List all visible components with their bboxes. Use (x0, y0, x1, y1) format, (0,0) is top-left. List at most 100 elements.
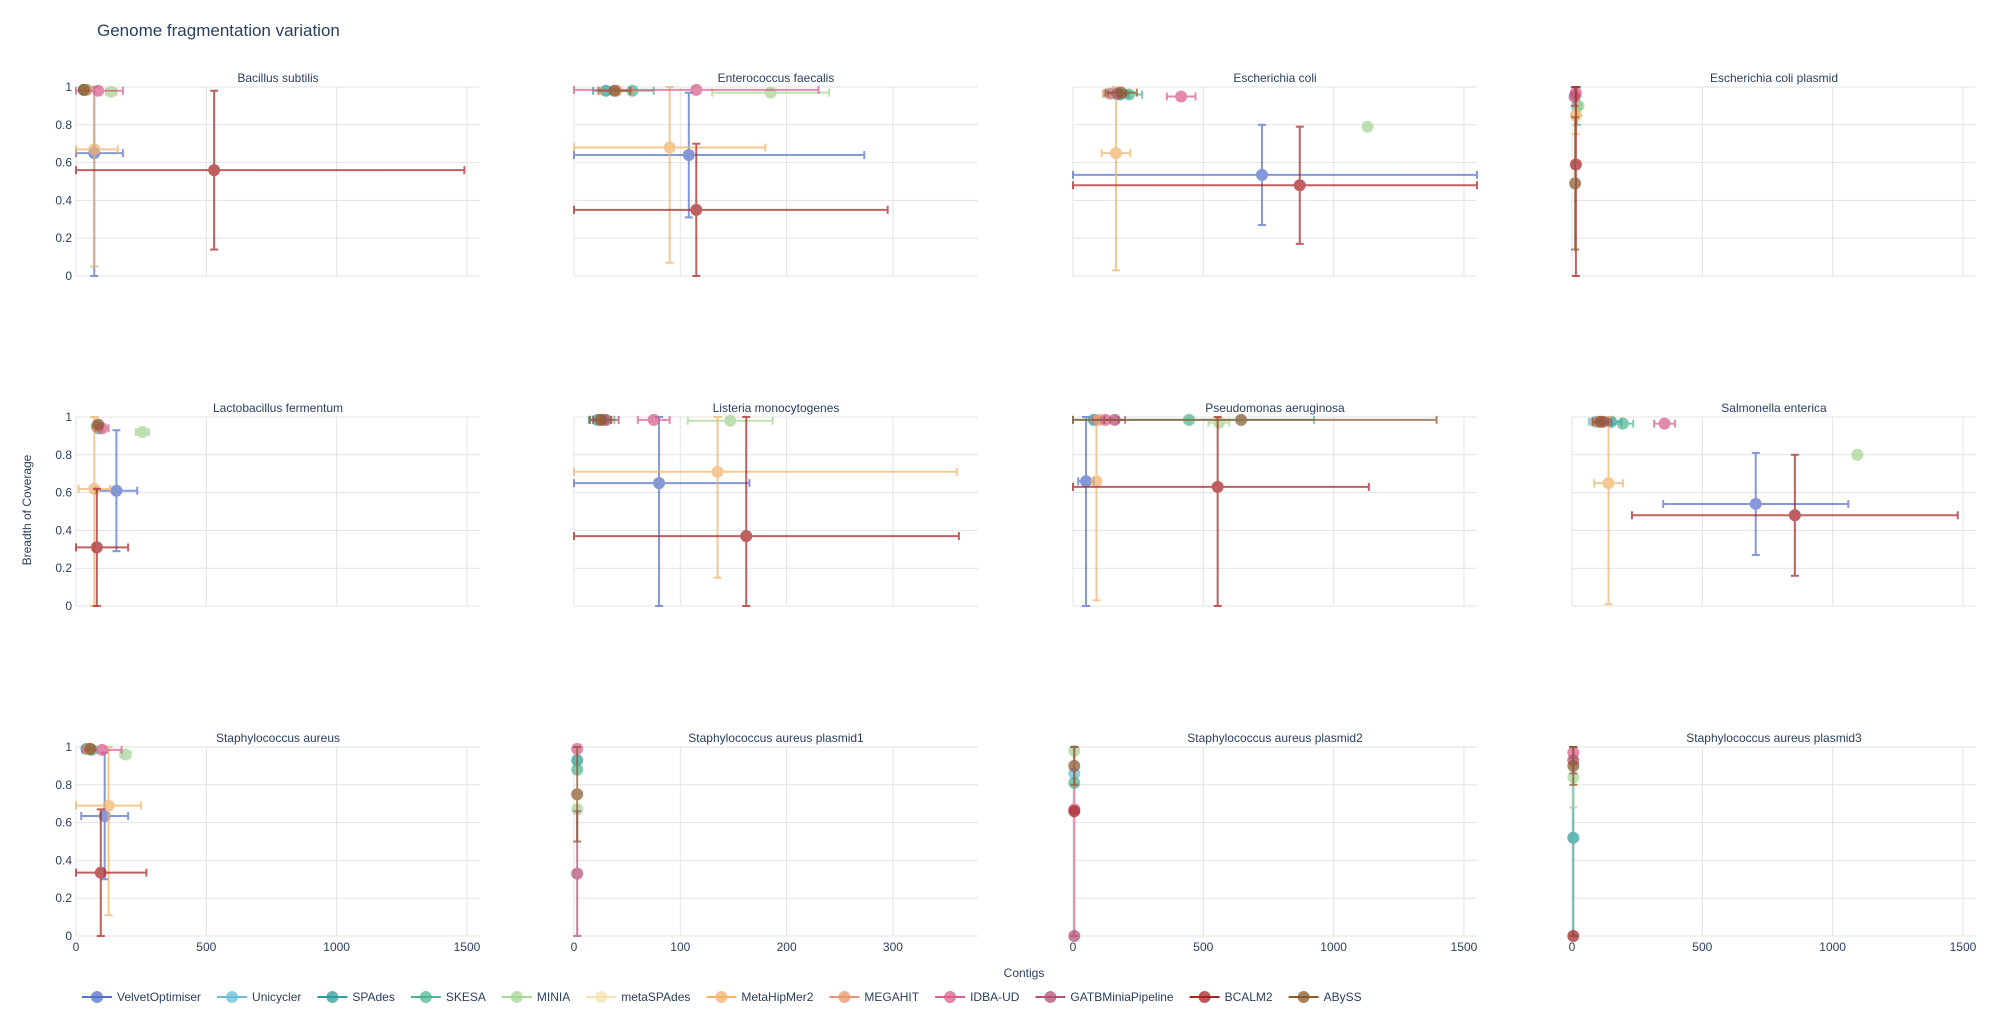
data-point-abyss (588, 413, 613, 426)
data-point-metahipmer2 (1100, 86, 1132, 272)
point-marker (1749, 497, 1762, 510)
legend-item-gatbminiapipeline: GATBMiniaPipeline (1035, 990, 1174, 1004)
panel-title: Staphylococcus aureus plasmid3 (1686, 731, 1862, 745)
y-tick-label: 0 (65, 599, 72, 613)
x-tick-label: 1500 (454, 940, 481, 954)
panel-staphylococcus-aureus-plasmid1: 0 100 200 300 Staphylococcus aureus plasmid1 (571, 731, 978, 954)
point-marker (90, 541, 103, 554)
legend-label: BCALM2 (1225, 990, 1273, 1004)
point-marker (1211, 480, 1224, 493)
data-point-bcalm2 (573, 142, 889, 277)
point-marker (1293, 179, 1306, 192)
panel-escherichia-coli: Escherichia coli (1072, 71, 1478, 277)
data-point-velvetoptimiser (75, 86, 124, 277)
data-point-minia (1207, 416, 1231, 429)
legend-label: MINIA (537, 990, 570, 1004)
panel-points (1072, 86, 1478, 272)
legend-item-minia: MINIA (501, 990, 570, 1004)
data-point-abyss (1569, 116, 1582, 251)
point-marker (77, 83, 90, 96)
panel-lactobacillus-fermentum: 0 0.2 0.4 0.6 0.8 1 Lactobacillus fermentum (55, 401, 480, 613)
point-marker (653, 477, 666, 490)
legend-marker (595, 991, 608, 1003)
data-point-minia (711, 86, 831, 99)
legend-item-velvetoptimiser: VelvetOptimiser (82, 990, 201, 1004)
data-point-metahipmer2 (1090, 416, 1103, 602)
legend-label: SKESA (446, 990, 486, 1004)
data-point-idba-ud (1165, 90, 1197, 103)
x-tick-label: 0 (1569, 940, 1576, 954)
point-marker (690, 203, 703, 216)
x-tick-label: 0 (73, 940, 80, 954)
point-marker (647, 413, 660, 426)
legend-item-bcalm2: BCALM2 (1189, 990, 1273, 1004)
y-tick-label: 1 (65, 740, 72, 754)
panel-points (75, 83, 466, 277)
panel-points (573, 413, 960, 607)
point-marker (1567, 930, 1580, 942)
legend: VelvetOptimiser Unicycler SPAdes SKESA MINIA… (82, 990, 1362, 1004)
panel-title: Enterococcus faecalis (718, 71, 835, 85)
point-marker (136, 426, 149, 439)
point-marker (1080, 475, 1093, 488)
panel-points (1567, 746, 1580, 942)
x-tick-label: 0 (1070, 940, 1077, 954)
y-tick-label: 0.6 (55, 486, 72, 500)
legend-label: Unicycler (252, 990, 301, 1004)
data-point-abyss (77, 83, 90, 96)
panel-title: Bacillus subtilis (237, 71, 318, 85)
data-point-gatbminiapipeline (1068, 930, 1081, 942)
point-marker (663, 141, 676, 154)
data-point-metahipmer2 (1593, 416, 1624, 606)
legend-item-spades: SPAdes (317, 990, 395, 1004)
panel-title: Staphylococcus aureus plasmid1 (688, 731, 864, 745)
data-point-bcalm2 (75, 89, 466, 251)
point-marker (208, 164, 221, 177)
legend-marker (715, 991, 728, 1003)
y-tick-label: 0.2 (55, 561, 72, 575)
data-point-velvetoptimiser (573, 416, 751, 607)
panel-staphylococcus-aureus-plasmid2: 0 500 1000 1500 Staphylococcus aureus plasmi… (1068, 731, 1478, 954)
panel-escherichia-coli-plasmid: Escherichia coli plasmid (1568, 71, 1976, 277)
data-point-minia (134, 426, 150, 439)
panel-title: Lactobacillus fermentum (213, 401, 343, 415)
panel-staphylococcus-aureus: 0 0.2 0.4 0.6 0.8 1 0 500 1000 1500 Staphylococcus… (55, 731, 480, 954)
point-marker (690, 83, 703, 96)
data-point-metahipmer2 (573, 416, 958, 579)
data-point-bcalm2 (573, 416, 960, 607)
data-point-bcalm2 (1630, 453, 1959, 577)
point-marker (764, 86, 777, 99)
legend-marker (510, 991, 523, 1003)
data-point-minia (686, 414, 774, 427)
x-tick-label: 100 (670, 940, 690, 954)
legend-item-abyss: ABySS (1288, 990, 1362, 1004)
point-marker (571, 788, 584, 801)
data-point-skesa (1611, 417, 1635, 430)
point-marker (1602, 477, 1615, 490)
y-tick-label: 0.4 (55, 853, 72, 867)
point-marker (1175, 90, 1188, 103)
legend-label: SPAdes (352, 990, 394, 1004)
x-tick-label: 1500 (1451, 940, 1478, 954)
y-tick-label: 0.4 (55, 523, 72, 537)
point-marker (1115, 86, 1128, 99)
point-marker (92, 418, 105, 431)
point-marker (1567, 831, 1580, 844)
data-point-bcalm2 (75, 487, 130, 607)
y-axis-label: Breadth of Coverage (20, 454, 34, 565)
legend-marker (419, 991, 432, 1003)
point-marker (1658, 417, 1671, 430)
legend-marker (944, 991, 957, 1003)
legend-label: VelvetOptimiser (117, 990, 201, 1004)
point-marker (1068, 759, 1081, 772)
data-point-bcalm2 (75, 808, 148, 937)
point-marker (1110, 147, 1123, 160)
chart-title: Genome fragmentation variation (97, 21, 340, 40)
panel-enterococcus-faecalis: Enterococcus faecalis (573, 71, 978, 277)
data-point-abyss (1072, 413, 1438, 426)
y-tick-label: 0.8 (55, 118, 72, 132)
data-point-metahipmer2 (573, 86, 767, 264)
data-point-velvetoptimiser (94, 429, 139, 553)
panel-title: Staphylococcus aureus plasmid2 (1187, 731, 1363, 745)
